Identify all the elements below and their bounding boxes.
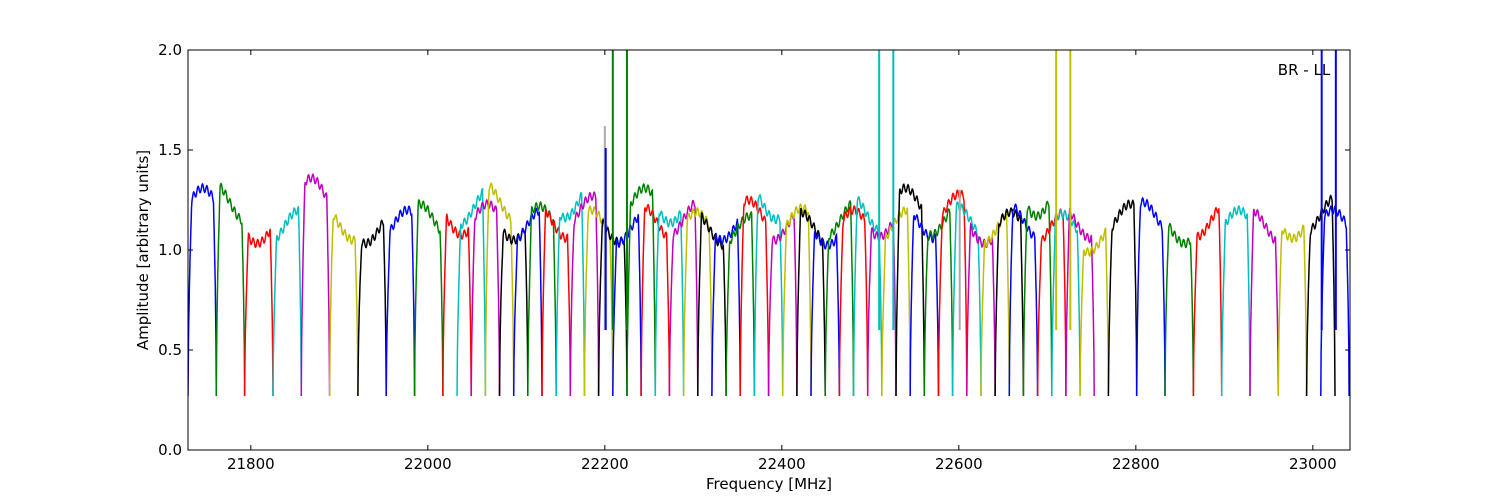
band-segment-line bbox=[541, 208, 572, 397]
band-segment-line bbox=[866, 221, 897, 397]
band-segment-line bbox=[328, 214, 359, 397]
band-segment-line bbox=[654, 210, 685, 397]
band-segment-line bbox=[810, 230, 841, 397]
band-segment-line bbox=[909, 213, 940, 397]
band-segment-line bbox=[824, 199, 855, 397]
y-tick-label: 0.5 bbox=[158, 341, 182, 359]
band-segment-line bbox=[739, 195, 770, 397]
band-segment-line bbox=[697, 212, 727, 397]
band-segment-line bbox=[1220, 205, 1251, 397]
band-segment-line bbox=[1249, 208, 1280, 397]
x-tick-label: 22800 bbox=[1112, 455, 1160, 473]
band-segment-line bbox=[937, 189, 968, 397]
band-segment-line bbox=[640, 203, 671, 397]
axis-ticks: 21800 22000 22200 22400 22600 22800 23000 0.0 0.… bbox=[158, 41, 1350, 473]
y-tick-label: 0.0 bbox=[158, 441, 182, 459]
plot-lines bbox=[188, 50, 1350, 397]
x-tick-label: 22400 bbox=[758, 455, 806, 473]
band-segment-line bbox=[272, 205, 303, 397]
band-segment-line bbox=[413, 199, 444, 397]
band-segment-line bbox=[895, 183, 926, 397]
y-tick-label: 1.0 bbox=[158, 241, 182, 259]
band-segment-line bbox=[881, 206, 911, 397]
band-segment-line bbox=[711, 218, 741, 397]
band-segment-line bbox=[1022, 200, 1053, 397]
x-tick-label: 23000 bbox=[1289, 455, 1337, 473]
band-segment-line bbox=[357, 219, 387, 397]
band-segment-line bbox=[243, 228, 274, 397]
x-tick-label: 22600 bbox=[935, 455, 983, 473]
band-segment-line bbox=[512, 207, 543, 397]
band-segment-line bbox=[725, 210, 756, 397]
band-segment-line bbox=[994, 207, 1025, 397]
band-segment-line bbox=[923, 208, 954, 397]
band-segment-line bbox=[1164, 222, 1195, 397]
band-segment-line bbox=[838, 204, 869, 397]
band-segment-line bbox=[1192, 206, 1223, 397]
band-segment-line bbox=[188, 182, 218, 397]
band-segment-line bbox=[1107, 199, 1138, 397]
band-segment-line bbox=[1277, 224, 1308, 397]
band-segment-line bbox=[668, 200, 699, 397]
chart-title: BR - LL bbox=[1278, 61, 1331, 79]
y-tick-label: 2.0 bbox=[158, 41, 182, 59]
band-segment-line bbox=[781, 203, 812, 397]
band-segment-line bbox=[1008, 203, 1039, 397]
x-tick-label: 22200 bbox=[581, 455, 629, 473]
y-tick-label: 1.5 bbox=[158, 141, 182, 159]
band-segment-line bbox=[753, 193, 784, 397]
x-tick-label: 21800 bbox=[227, 455, 275, 473]
band-segment-line bbox=[951, 201, 982, 397]
band-segment-line bbox=[555, 192, 586, 397]
band-segment-line bbox=[1135, 196, 1166, 397]
band-segment-line bbox=[300, 173, 331, 397]
band-segment-line bbox=[626, 182, 657, 397]
band-segment-line bbox=[484, 182, 515, 397]
band-segment-line bbox=[470, 198, 501, 397]
band-segment-line bbox=[456, 187, 487, 397]
band-segment-line bbox=[442, 213, 472, 397]
x-axis-label: Frequency [MHz] bbox=[706, 475, 832, 493]
band-segment-line bbox=[569, 191, 600, 397]
band-segment-line bbox=[852, 195, 883, 397]
band-segment-line bbox=[385, 205, 416, 397]
band-segment-line bbox=[966, 221, 996, 397]
y-axis-label: Amplitude [arbitrary units] bbox=[134, 150, 152, 350]
band-segment-line bbox=[1079, 227, 1110, 397]
x-tick-label: 22000 bbox=[404, 455, 452, 473]
band-segment-line bbox=[215, 182, 246, 397]
